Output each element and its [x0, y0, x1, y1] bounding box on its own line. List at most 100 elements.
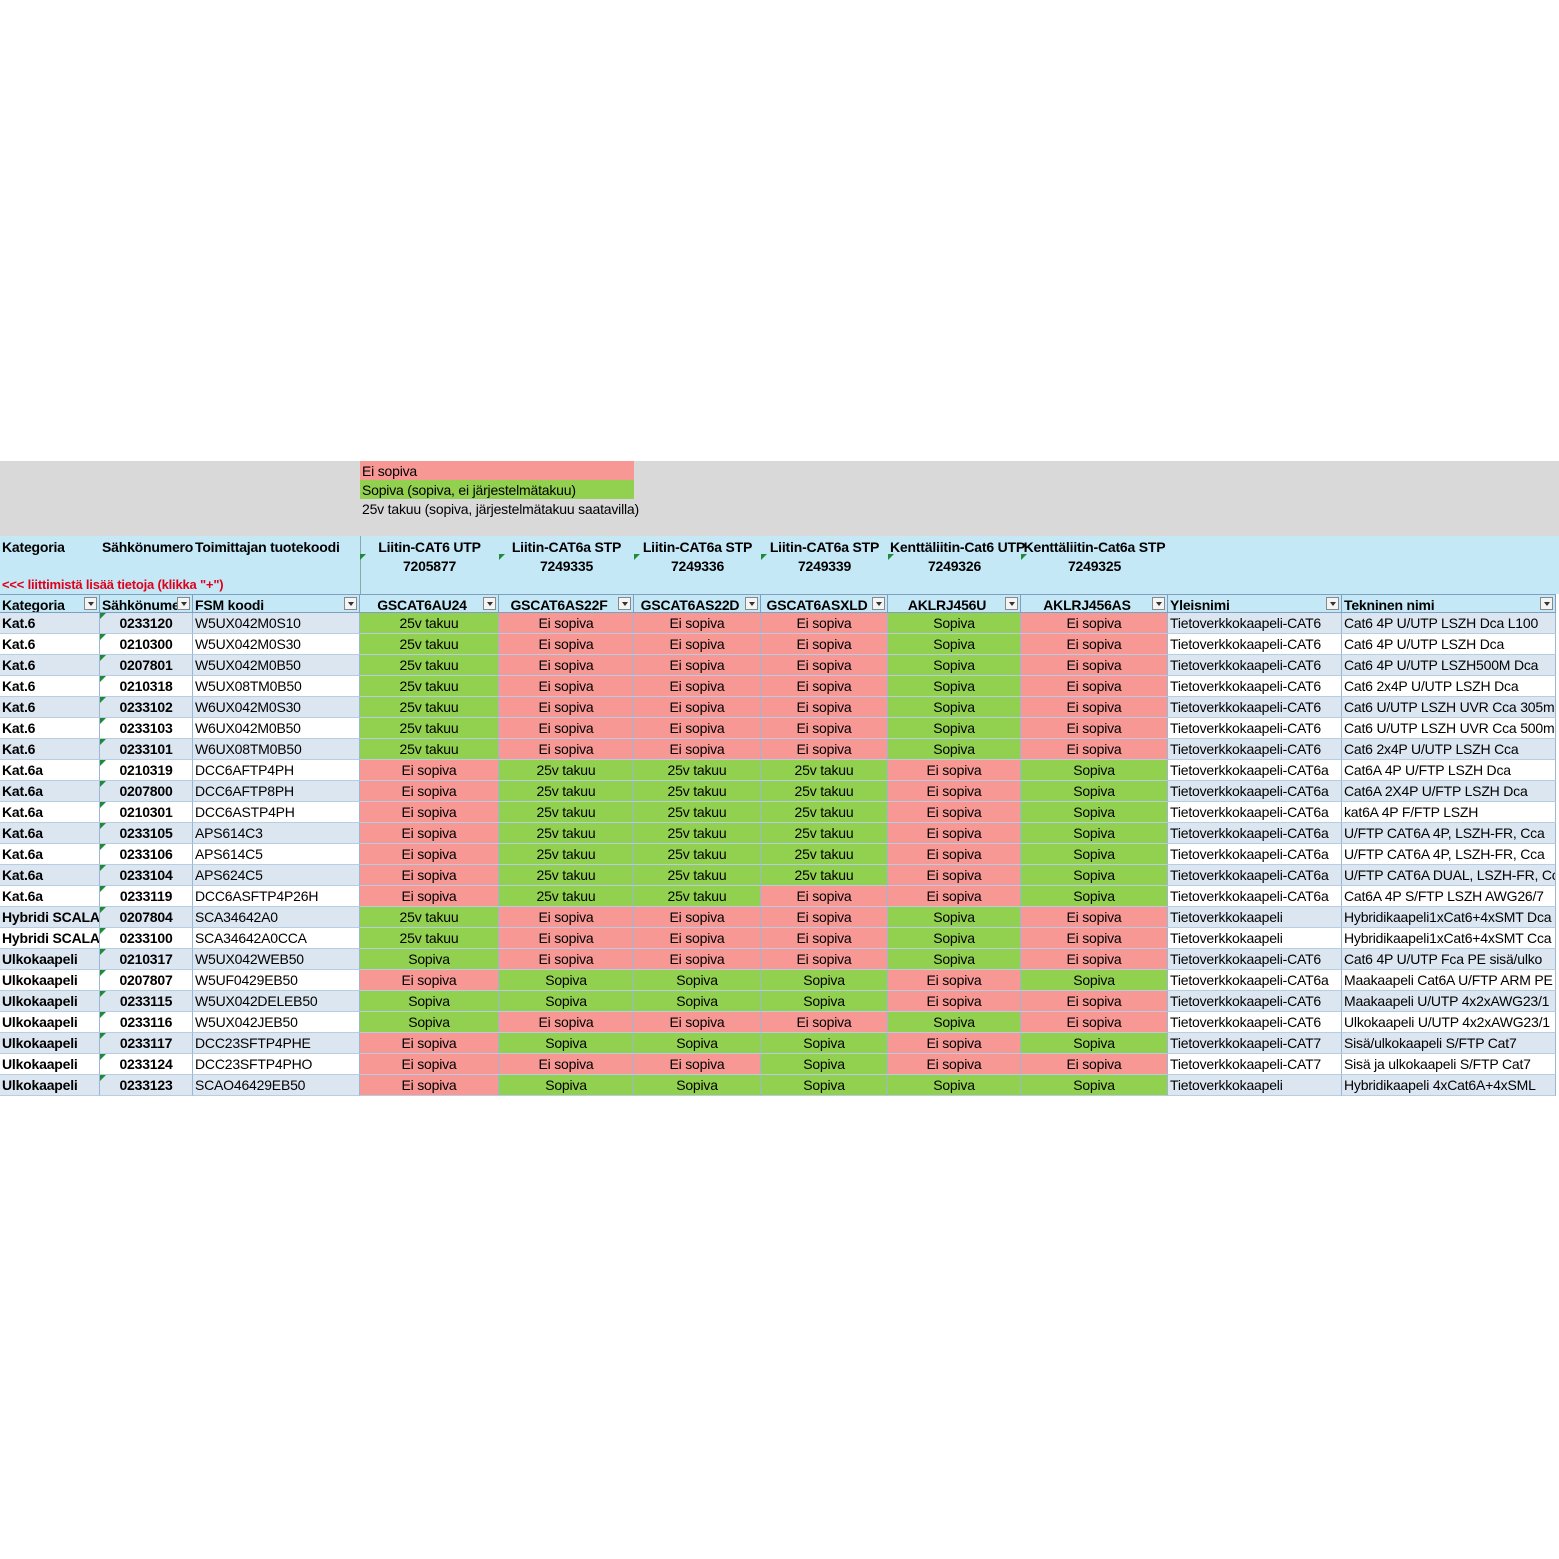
cell: Tietoverkkokaapeli-CAT6 [1168, 1012, 1342, 1033]
cell: Sopiva [888, 739, 1021, 760]
cell: Sopiva [634, 1033, 761, 1054]
cell: Tietoverkkokaapeli [1168, 1075, 1342, 1096]
cell: Tietoverkkokaapeli-CAT6 [1168, 634, 1342, 655]
cell: Ei sopiva [360, 1075, 499, 1096]
cell: SCA34642A0CCA [193, 928, 360, 949]
cell: 0210301 [100, 802, 193, 823]
cell: 25v takuu [360, 928, 499, 949]
legend-item: Ei sopiva [360, 461, 634, 480]
cell: 0233104 [100, 865, 193, 886]
cell: Tietoverkkokaapeli-CAT6a [1168, 970, 1342, 991]
cell: 25v takuu [499, 844, 634, 865]
column-header: Tekninen nimi [1342, 594, 1556, 613]
connector-name: Liitin-CAT6a STP [642, 539, 753, 555]
cell: Sopiva [888, 1075, 1021, 1096]
cell: Tietoverkkokaapeli-CAT6 [1168, 718, 1342, 739]
cell: Ulkokaapeli [0, 1033, 100, 1054]
cell: Tietoverkkokaapeli-CAT6 [1168, 991, 1342, 1012]
cell: Ei sopiva [360, 1033, 499, 1054]
column-header: GSCAT6AU24 [360, 594, 499, 613]
header-band [0, 536, 1559, 594]
header: Kategoria [2, 539, 65, 555]
cell: Sopiva [1021, 865, 1168, 886]
cell: Ei sopiva [499, 613, 634, 634]
cell: 0207807 [100, 970, 193, 991]
cell: Sopiva [634, 1075, 761, 1096]
cell: Kat.6 [0, 739, 100, 760]
cell: Sopiva [888, 907, 1021, 928]
cell: Kat.6 [0, 655, 100, 676]
cell: Hybridikaapeli 4xCat6A+4xSML [1342, 1075, 1556, 1096]
cell: Ei sopiva [761, 928, 888, 949]
comment-marker [100, 991, 106, 997]
column-header: FSM koodi [193, 594, 360, 613]
connector-name: Kenttäliitin-Cat6a STP [1023, 539, 1166, 555]
column-header: AKLRJ456U [888, 594, 1021, 613]
cell: 25v takuu [499, 865, 634, 886]
comment-marker [100, 655, 106, 661]
cell: 0207800 [100, 781, 193, 802]
cell: Kat.6a [0, 781, 100, 802]
filter-button [1540, 597, 1553, 610]
cell: 0233123 [100, 1075, 193, 1096]
cell: Ei sopiva [761, 655, 888, 676]
cell: Ei sopiva [499, 1054, 634, 1075]
cell: W5UX042M0S30 [193, 634, 360, 655]
cell: Sopiva [360, 949, 499, 970]
cell: Ei sopiva [761, 739, 888, 760]
cell: Tietoverkkokaapeli-CAT6a [1168, 886, 1342, 907]
comment-marker [100, 1033, 106, 1039]
connector-name: Liitin-CAT6a STP [511, 539, 622, 555]
filter-button [84, 597, 97, 610]
comment-marker [100, 1054, 106, 1060]
cell: DCC6AFTP8PH [193, 781, 360, 802]
comment-marker [100, 823, 106, 829]
cell: 0233119 [100, 886, 193, 907]
cell: Sopiva [1021, 970, 1168, 991]
comment-marker [100, 886, 106, 892]
cell: Sopiva [761, 991, 888, 1012]
cell: Sopiva [360, 991, 499, 1012]
cell: 25v takuu [499, 823, 634, 844]
cell: Kat.6 [0, 697, 100, 718]
cell: 25v takuu [634, 781, 761, 802]
legend-item: 25v takuu (sopiva, järjestelmätakuu saat… [362, 501, 639, 517]
cell: Ei sopiva [634, 634, 761, 655]
cell: Ei sopiva [761, 613, 888, 634]
connector-code: 7249326 [927, 558, 982, 574]
connector-code: 7205877 [402, 558, 457, 574]
comment-marker [100, 781, 106, 787]
cell: Sopiva [1021, 844, 1168, 865]
connector-name: Liitin-CAT6a STP [769, 539, 880, 555]
cell: APS614C5 [193, 844, 360, 865]
filter-button [618, 597, 631, 610]
cell: Hybridikaapeli1xCat6+4xSMT Cca [1342, 928, 1556, 949]
header: Sähkönumero [102, 539, 193, 555]
cell: Maakaapeli U/UTP 4x2xAWG23/1 [1342, 991, 1556, 1012]
filter-button [177, 597, 190, 610]
cell: Sopiva [888, 1012, 1021, 1033]
cell: W6UX042M0B50 [193, 718, 360, 739]
cell: W5UX042WEB50 [193, 949, 360, 970]
cell: 25v takuu [634, 886, 761, 907]
cell: Tietoverkkokaapeli-CAT6 [1168, 676, 1342, 697]
cell: 25v takuu [360, 697, 499, 718]
filter-button [1005, 597, 1018, 610]
cell: Tietoverkkokaapeli-CAT6a [1168, 823, 1342, 844]
cell: Sopiva [888, 718, 1021, 739]
cell: Hybridikaapeli1xCat6+4xSMT Dca [1342, 907, 1556, 928]
comment-marker [499, 554, 505, 560]
cell: Ei sopiva [360, 823, 499, 844]
cell: Kat.6 [0, 634, 100, 655]
cell: Ei sopiva [634, 928, 761, 949]
cell: Ei sopiva [1021, 676, 1168, 697]
cell: Sopiva [1021, 1075, 1168, 1096]
cell: Ei sopiva [499, 928, 634, 949]
cell: Tietoverkkokaapeli-CAT6 [1168, 697, 1342, 718]
cell: Ei sopiva [360, 970, 499, 991]
header: Toimittajan tuotekoodi [195, 539, 340, 555]
cell: Sopiva [360, 1012, 499, 1033]
filter-button [872, 597, 885, 610]
cell: Cat6 U/UTP LSZH UVR Cca 305m [1342, 697, 1556, 718]
cell: Cat6 U/UTP LSZH UVR Cca 500m [1342, 718, 1556, 739]
